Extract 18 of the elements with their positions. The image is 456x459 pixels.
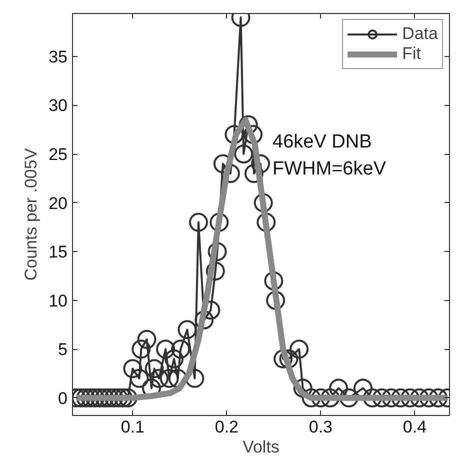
y-tick-label: 15 xyxy=(48,242,68,262)
y-tick-label: 10 xyxy=(48,291,68,310)
x-tick-label: 0.3 xyxy=(308,418,333,436)
y-tick-label: 0 xyxy=(58,388,68,408)
x-tick-label: 0.2 xyxy=(214,418,239,436)
y-axis-title: Counts per .005V xyxy=(22,148,41,281)
y-tick-label: 30 xyxy=(48,96,68,116)
y-tick-label: 20 xyxy=(48,194,68,213)
x-axis-title: Volts xyxy=(242,438,280,456)
y-tick-label: 5 xyxy=(58,340,68,360)
annotation: 46keV DNB xyxy=(272,132,372,152)
annotation: FWHM=6keV xyxy=(272,158,386,180)
x-tick-label: 0.4 xyxy=(402,418,427,436)
y-tick-label: 25 xyxy=(48,145,68,164)
y-tick-label: 35 xyxy=(48,47,68,66)
legend-label: Data xyxy=(402,24,438,44)
x-tick-label: 0.1 xyxy=(120,418,144,436)
legend-label: Fit xyxy=(402,44,422,64)
